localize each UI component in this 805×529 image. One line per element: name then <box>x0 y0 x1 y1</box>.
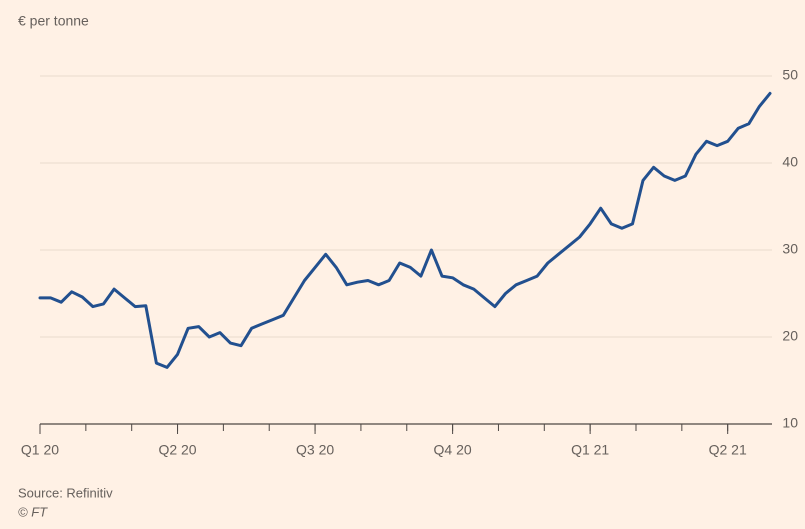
y-tick-label: 50 <box>782 67 798 83</box>
x-tick-label: Q1 21 <box>571 442 609 458</box>
x-tick-label: Q4 20 <box>434 442 472 458</box>
x-tick-label: Q3 20 <box>296 442 334 458</box>
x-tick-label: Q1 20 <box>21 442 59 458</box>
y-tick-label: 40 <box>782 154 798 170</box>
y-tick-label: 20 <box>782 328 798 344</box>
data-line <box>38 91 772 369</box>
credit: © FT <box>18 504 48 519</box>
y-tick-label: 30 <box>782 241 798 257</box>
x-tick-label: Q2 21 <box>709 442 747 458</box>
x-tick-label: Q2 20 <box>158 442 196 458</box>
y-tick-label: 10 <box>782 415 798 431</box>
source: Source: Refinitiv <box>18 485 113 500</box>
chart-subtitle: € per tonne <box>18 13 89 29</box>
